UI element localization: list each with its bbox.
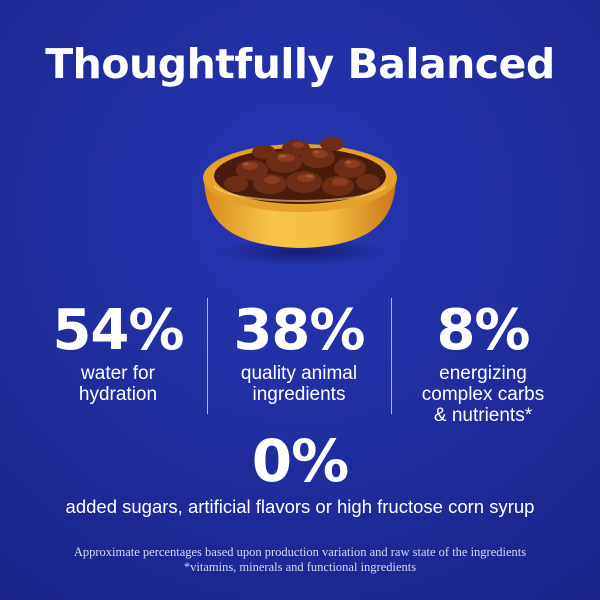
footnote-vitamins: *vitamins, minerals and functional ingre… [183,560,417,574]
footnote-percentages: Approximate percentages based upon produ… [73,545,527,559]
stat-carbs: 8% energizing complex carbs & nutrients* [392,298,574,427]
stat-water-line: hydration [78,384,158,405]
food-bowl-image [192,118,408,270]
stat-animal-ingredients-description: quality animal ingredients [210,363,388,405]
stat-water: 54% water for hydration [32,298,204,406]
stat-carbs-description: energizing complex carbs & nutrients* [392,363,574,426]
stat-carbs-line: & nutrients* [433,405,533,426]
stat-zero-additives-description: added sugars, artificial flavors or high… [65,496,535,517]
stat-animal-ingredients-value: 38% [233,298,365,363]
stat-carbs-line: energizing [439,363,527,384]
stat-water-line: water for [81,363,155,384]
stat-carbs-line: complex carbs [421,384,545,405]
column-divider [207,298,208,414]
stat-animal-ingredients-line: ingredients [252,384,346,405]
stat-zero-additives: 0% added sugars, artificial flavors or h… [0,432,600,517]
stat-carbs-value: 8% [436,298,530,363]
stat-water-description: water for hydration [32,363,204,405]
stat-animal-ingredients: 38% quality animal ingredients [210,298,388,406]
column-divider [391,298,392,414]
stat-animal-ingredients-line: quality animal [240,363,358,384]
page-title: Thoughtfully Balanced [45,40,555,88]
stat-water-value: 54% [52,298,184,363]
stat-zero-additives-value: 0% [251,427,349,495]
